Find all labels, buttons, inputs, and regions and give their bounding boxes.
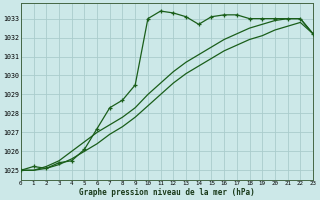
X-axis label: Graphe pression niveau de la mer (hPa): Graphe pression niveau de la mer (hPa)	[79, 188, 255, 197]
